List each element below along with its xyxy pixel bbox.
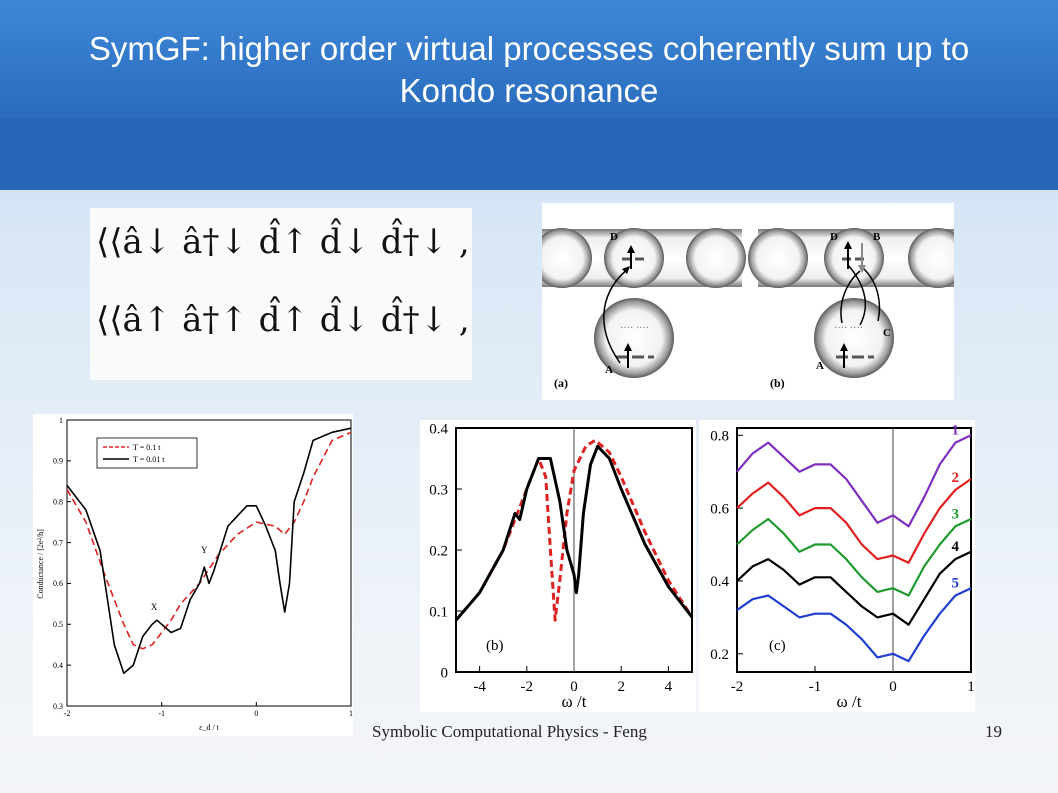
series-line-5 (736, 587, 972, 663)
svg-text:···· ····: ···· ···· (834, 323, 863, 334)
series-line-3 (736, 517, 972, 597)
y-tick-label: 0.6 (53, 579, 63, 588)
series-label-3: 3 (952, 506, 960, 522)
x-tick-label: 0 (254, 709, 258, 718)
x-axis-label: ω /t (837, 692, 862, 711)
label-panel-a: (a) (554, 376, 568, 390)
series-line-2 (66, 427, 352, 675)
label-D1: D (610, 231, 618, 243)
y-tick-label: 0.8 (710, 429, 729, 445)
x-tick-label: -1 (809, 679, 822, 695)
slide-footer: Symbolic Computational Physics - Feng (372, 722, 647, 741)
equation-line-2: ⟨⟨â↑ â†↑ d̂↑ d̂↓ d̂†↓ , â†↑⟩⟩ (96, 300, 472, 340)
label-D2: D (830, 231, 838, 243)
y-axis-label: Conductance / [2e²/h] (36, 529, 45, 599)
y-tick-label: 0.4 (710, 574, 729, 590)
x-tick-label: 1 (349, 709, 353, 718)
y-tick-label: 0.2 (710, 647, 729, 663)
annotation-x: X (151, 602, 158, 612)
y-tick-label: 0.3 (429, 482, 448, 498)
x-axis-label: ε_d / t (199, 723, 220, 732)
x-tick-label: 2 (617, 679, 625, 695)
slide-header: SymGF: higher order virtual processes co… (0, 0, 1058, 190)
x-tick-label: -2 (64, 709, 71, 718)
series-label-5: 5 (952, 576, 960, 592)
y-tick-label: 0.2 (429, 543, 448, 559)
series-label-2: 2 (952, 470, 960, 486)
panel-label: (c) (769, 638, 786, 654)
y-tick-label: 0.6 (710, 501, 729, 517)
series-line-4 (736, 550, 972, 626)
x-tick-label: 0 (570, 679, 578, 695)
svg-text:···· ····: ···· ···· (620, 323, 649, 334)
y-tick-label: 0.9 (53, 457, 63, 466)
panel-label: (b) (486, 638, 504, 654)
label-A1: A (605, 364, 613, 376)
y-tick-label: 0 (441, 665, 449, 681)
quantum-dot-diagram: ···· ···· D A (a) ···· ···· (542, 203, 954, 400)
y-tick-label: 0.3 (53, 702, 63, 711)
x-axis-label: ω /t (562, 692, 587, 711)
dos-chart-b-panel: -4 -2 0 2 4 0 0.1 0.2 0.3 0.4 (b) ω /t (420, 420, 696, 712)
dos-chart-c: -2 -1 0 1 0.2 0.4 0.6 0.8 1 2 3 4 5 (c) ω /t (710, 423, 975, 711)
y-tick-label: 0.8 (53, 498, 63, 507)
dos-chart-c-panel: -2 -1 0 1 0.2 0.4 0.6 0.8 1 2 3 4 5 (c) ω /t (699, 420, 975, 712)
conductance-chart: -2 -1 0 1 0.3 0.4 0.5 0.6 0.7 0.8 0.9 1 T = 0.1 t T =… (36, 416, 353, 732)
legend-box (96, 437, 198, 469)
x-tick-label: 4 (665, 679, 673, 695)
diagram-panel-a: ···· ···· D A (a) (542, 228, 746, 390)
annotation-y: Y (201, 545, 208, 555)
equation-line-1: ⟨⟨â↓ â†↓ d̂↑ d̂↓ d̂†↓ , â†↑⟩⟩ (96, 222, 472, 262)
conductance-chart-panel: -2 -1 0 1 0.3 0.4 0.5 0.6 0.7 0.8 0.9 1 T = 0.1 t T =… (33, 414, 353, 736)
y-tick-label: 1 (59, 416, 63, 425)
label-C2: C (883, 327, 891, 339)
label-panel-b: (b) (770, 376, 785, 390)
diagram-svg: ···· ···· D A (a) ···· ···· (542, 228, 954, 390)
page-number: 19 (985, 722, 1002, 741)
series-line-1 (736, 434, 972, 528)
label-B2: B (873, 231, 881, 243)
legend-label-1: T = 0.1 t (133, 443, 161, 452)
series-label-4: 4 (952, 539, 960, 555)
legend-label-2: T = 0.01 t (133, 455, 165, 464)
y-tick-label: 0.5 (53, 620, 63, 629)
y-tick-label: 0.4 (429, 421, 448, 437)
x-tick-label: -2 (521, 679, 534, 695)
dos-chart-b: -4 -2 0 2 4 0 0.1 0.2 0.3 0.4 (b) ω /t (429, 421, 694, 711)
label-A2: A (816, 360, 824, 372)
series-line-2 (454, 444, 694, 622)
x-tick-label: -2 (731, 679, 744, 695)
slide-title: SymGF: higher order virtual processes co… (88, 30, 970, 109)
diagram-panel-b: ···· ···· D B C A (b) (748, 228, 954, 390)
x-tick-label: 0 (889, 679, 897, 695)
y-tick-label: 0.7 (53, 538, 63, 547)
series-line-1 (454, 438, 694, 622)
x-tick-label: -1 (158, 709, 165, 718)
equation-panel: ⟨⟨â↓ â†↓ d̂↑ d̂↓ d̂†↓ , â†↑⟩⟩ ⟨⟨â↑ â†↑ d… (90, 208, 472, 380)
series-line-2 (736, 478, 972, 564)
y-tick-label: 0.1 (429, 604, 448, 620)
header-band (0, 118, 1058, 190)
x-tick-label: -4 (473, 679, 486, 695)
series-label-1: 1 (952, 423, 960, 439)
x-tick-label: 1 (967, 679, 975, 695)
y-tick-label: 0.4 (53, 661, 63, 670)
